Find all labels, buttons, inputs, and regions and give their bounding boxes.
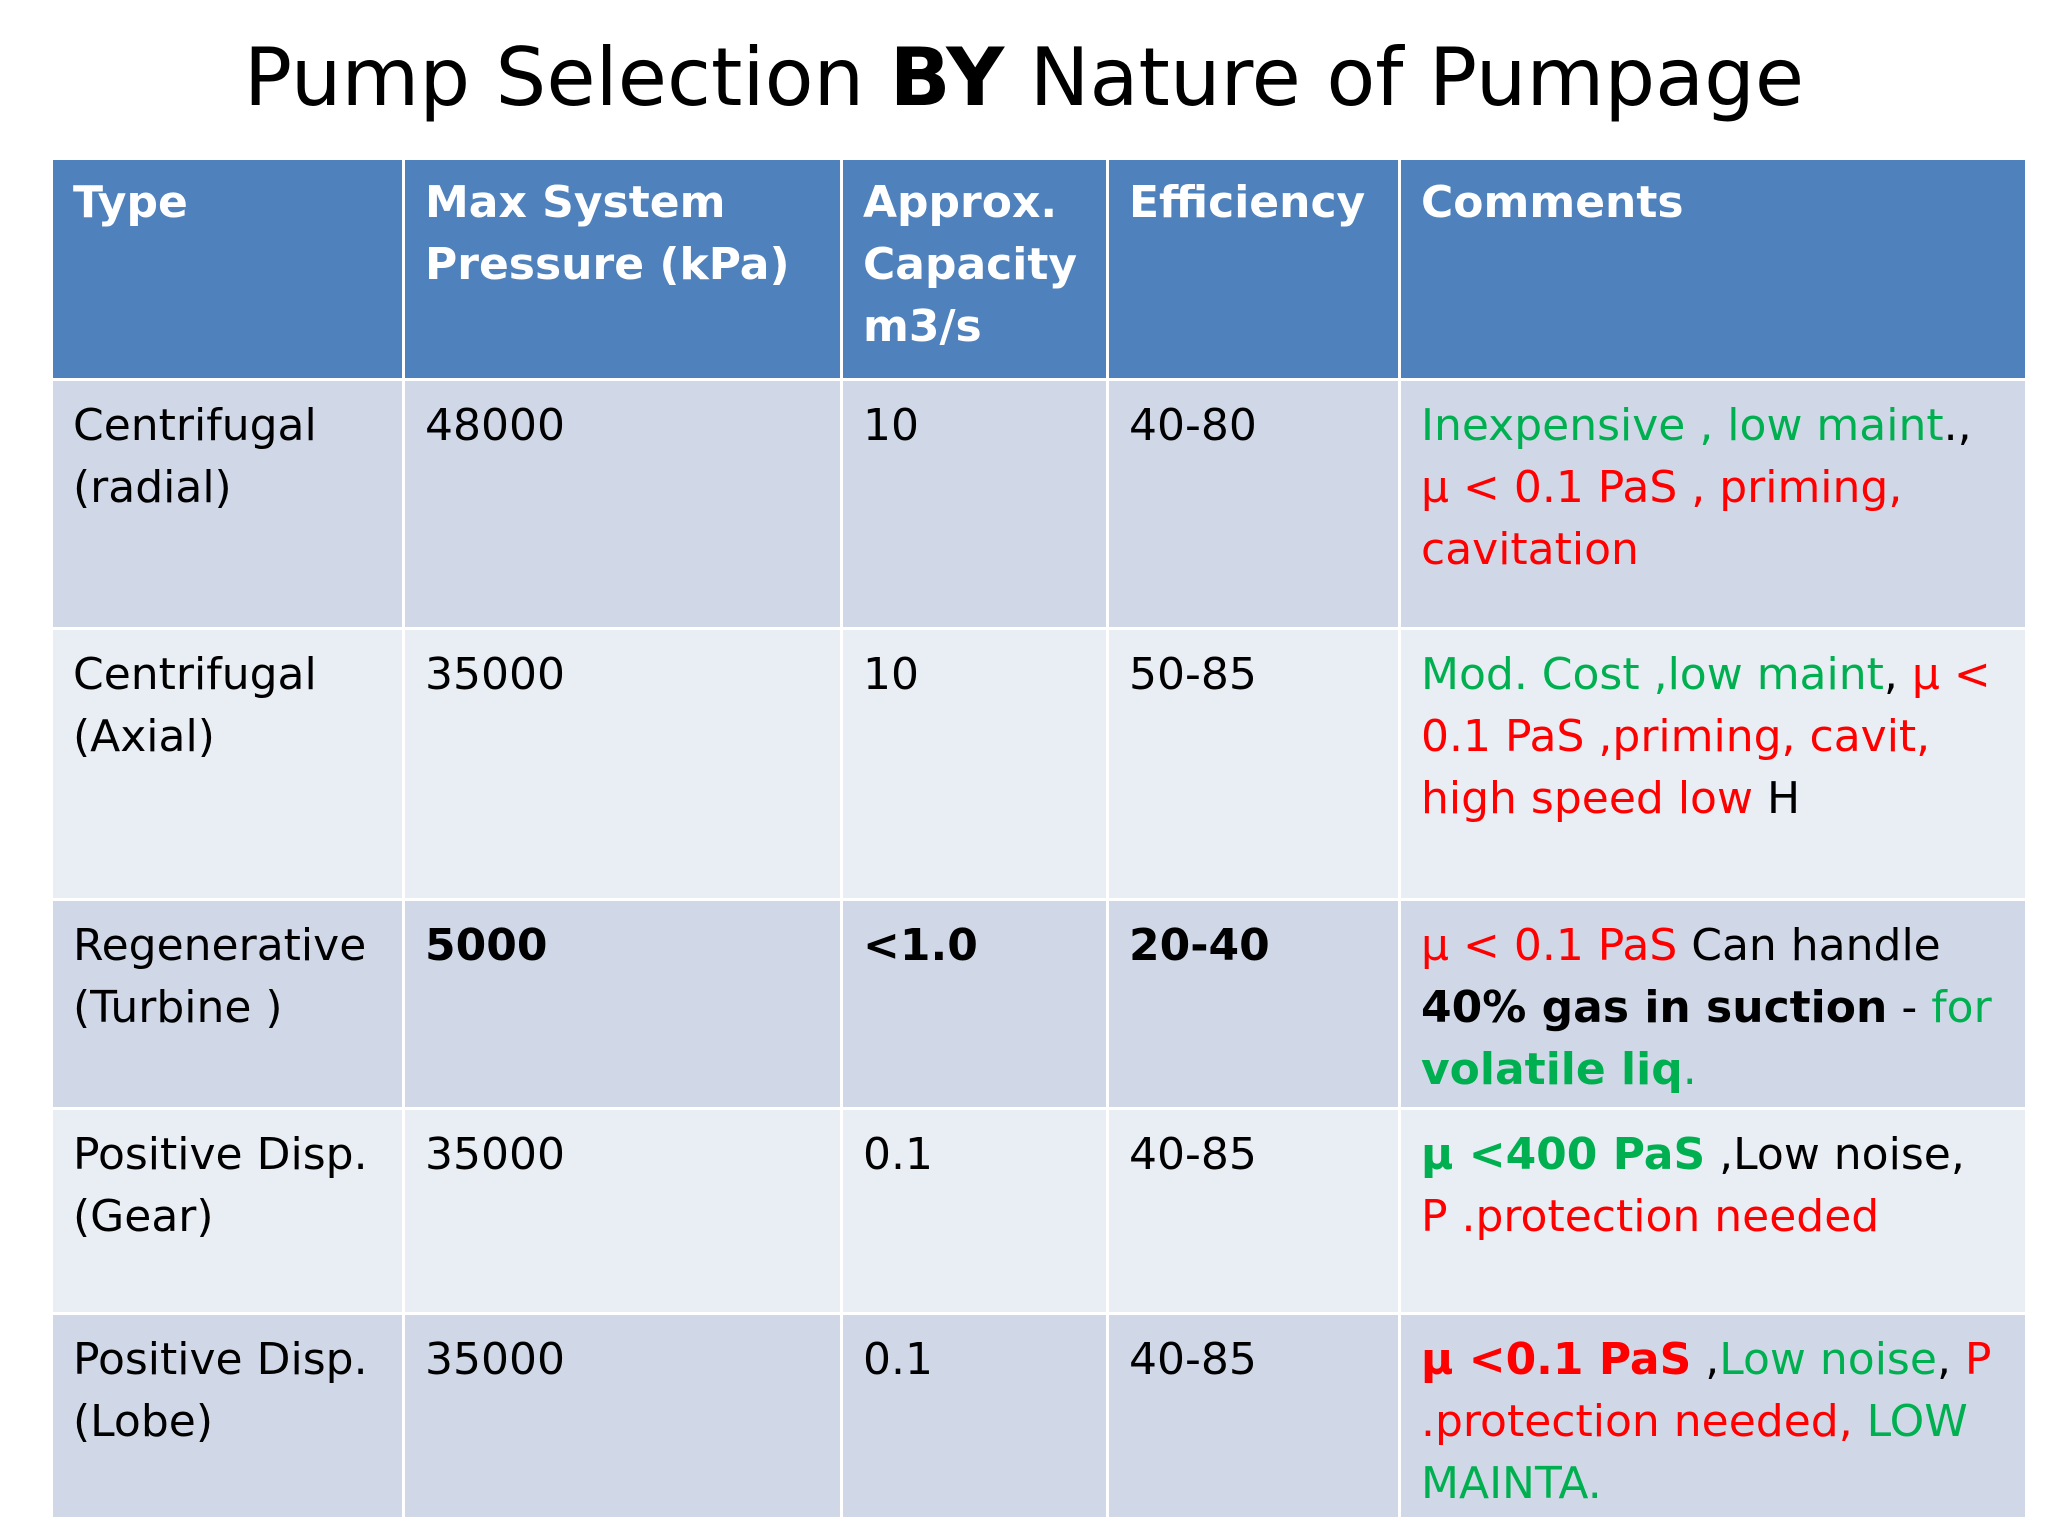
cell-comments: Mod. Cost ,low maint, µ < 0.1 PaS ,primi… — [1398, 627, 2028, 901]
header-capacity: Approx. Capacity m3/s — [840, 157, 1109, 381]
cell-efficiency: 40-85 — [1106, 1107, 1401, 1315]
cell-type: Positive Disp. (Gear) — [50, 1107, 405, 1315]
cell-capacity: 10 — [840, 627, 1109, 901]
comment-segment: µ < 0.1 PaS — [1421, 920, 1678, 971]
cell-pressure: 35000 — [402, 1107, 843, 1315]
comment-segment: µ < 0.1 PaS , priming, cavitation — [1421, 462, 1903, 575]
comment-segment: 40% gas in suction — [1421, 982, 1888, 1033]
cell-capacity: 0.1 — [840, 1312, 1109, 1520]
header-pressure: Max System Pressure (kPa) — [402, 157, 843, 381]
cell-capacity: 0.1 — [840, 1107, 1109, 1315]
comment-segment: , — [1883, 649, 1912, 700]
title-part-2: BY — [889, 31, 1005, 124]
header-efficiency: Efficiency — [1106, 157, 1401, 381]
cell-pressure: 35000 — [402, 627, 843, 901]
comment-segment: P .protection needed — [1421, 1191, 1880, 1242]
comment-segment: , — [1691, 1334, 1720, 1385]
cell-efficiency: 40-80 — [1106, 378, 1401, 630]
cell-type: Positive Disp.(Lobe) — [50, 1312, 405, 1520]
comment-segment: µ < 0.1 PaS ,priming, cavit, high speed … — [1421, 649, 1991, 824]
table-row: Positive Disp.(Lobe) 35000 0.1 40-85 µ <… — [50, 1312, 2028, 1520]
title-part-1: Pump Selection — [243, 31, 890, 124]
comment-segment: LOW MAINTA. — [1421, 1396, 1968, 1509]
header-comments: Comments — [1398, 157, 2028, 381]
table-row: Positive Disp. (Gear) 35000 0.1 40-85 µ … — [50, 1107, 2028, 1315]
table-row: Centrifugal (radial) 48000 10 40-80 Inex… — [50, 378, 2028, 630]
comment-segment: . — [1682, 1044, 1697, 1095]
cell-type: Centrifugal (Axial) — [50, 627, 405, 901]
cell-efficiency: 20-40 — [1106, 898, 1401, 1110]
cell-comments: µ <0.1 PaS ,Low noise, P .protection nee… — [1398, 1312, 2028, 1520]
cell-efficiency: 40-85 — [1106, 1312, 1401, 1520]
table-row: Centrifugal (Axial) 35000 10 50-85 Mod. … — [50, 627, 2028, 901]
comment-segment: H — [1752, 773, 1801, 824]
comment-segment: Mod. Cost ,low maint — [1421, 649, 1884, 700]
comment-segment: ., — [1943, 400, 1972, 451]
comment-segment: P .protection needed, — [1421, 1334, 1992, 1447]
cell-capacity: <1.0 — [840, 898, 1109, 1110]
cell-comments: µ <400 PaS ,Low noise, P .protection nee… — [1398, 1107, 2028, 1315]
cell-pressure: 5000 — [402, 898, 843, 1110]
slide-title: Pump Selection BY Nature of Pumpage — [0, 28, 2048, 128]
cell-pressure: 35000 — [402, 1312, 843, 1520]
comment-segment: Can handle — [1677, 920, 1941, 971]
cell-type: Regenerative (Turbine ) — [50, 898, 405, 1110]
comment-segment: , — [1936, 1334, 1965, 1385]
header-type: Type — [50, 157, 405, 381]
pump-selection-table: Type Max System Pressure (kPa) Approx. C… — [50, 157, 2028, 1520]
comment-segment: for — [1931, 982, 1992, 1033]
cell-comments: µ < 0.1 PaS Can handle 40% gas in suctio… — [1398, 898, 2028, 1110]
title-part-3: Nature of Pumpage — [1004, 31, 1805, 124]
cell-comments: Inexpensive , low maint., µ < 0.1 PaS , … — [1398, 378, 2028, 630]
comment-segment: Inexpensive , low maint — [1421, 400, 1944, 451]
cell-efficiency: 50-85 — [1106, 627, 1401, 901]
table-header-row: Type Max System Pressure (kPa) Approx. C… — [50, 157, 2028, 381]
comment-segment: µ <0.1 PaS — [1421, 1334, 1692, 1385]
comment-segment: Low noise — [1719, 1334, 1937, 1385]
cell-type: Centrifugal (radial) — [50, 378, 405, 630]
table-row: Regenerative (Turbine ) 5000 <1.0 20-40 … — [50, 898, 2028, 1110]
comment-segment: - — [1887, 982, 1932, 1033]
cell-pressure: 48000 — [402, 378, 843, 630]
cell-capacity: 10 — [840, 378, 1109, 630]
comment-segment: µ <400 PaS — [1421, 1129, 1706, 1180]
comment-segment: ,Low noise, — [1705, 1129, 1965, 1180]
comment-segment: volatile liq — [1421, 1044, 1683, 1095]
